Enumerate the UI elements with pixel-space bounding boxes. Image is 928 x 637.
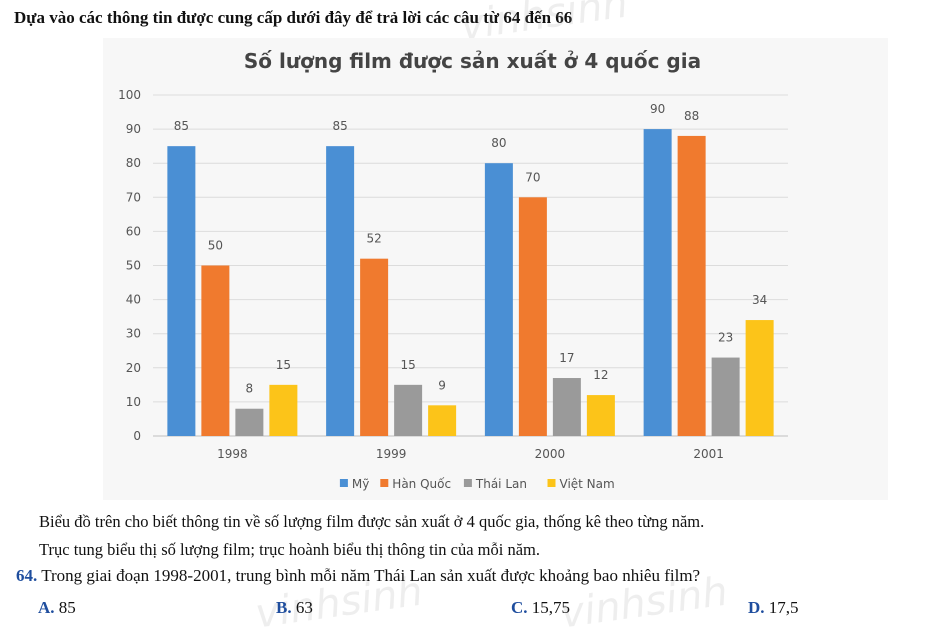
bar xyxy=(677,135,706,437)
y-tick-label: 40 xyxy=(126,293,141,307)
bar xyxy=(745,320,774,436)
question-64: 64. Trong giai đoạn 1998-2001, trung bìn… xyxy=(16,566,700,586)
data-label: 8 xyxy=(246,382,254,396)
answer-d[interactable]: D. 17,5 xyxy=(748,598,799,617)
legend-label: Việt Nam xyxy=(560,477,615,491)
data-label: 88 xyxy=(684,109,699,123)
x-tick-label: 2000 xyxy=(535,447,566,461)
data-label: 12 xyxy=(593,368,608,382)
bar xyxy=(394,384,423,436)
y-tick-label: 80 xyxy=(126,156,141,170)
x-tick-label: 1998 xyxy=(217,447,248,461)
y-tick-label: 70 xyxy=(126,190,141,204)
axis-description: Trục tung biểu thị số lượng film; trục h… xyxy=(39,540,541,559)
legend-swatch xyxy=(463,479,472,487)
legend-swatch xyxy=(380,479,389,487)
answer-a[interactable]: A. 85 xyxy=(38,598,76,617)
data-label: 17 xyxy=(559,351,574,365)
x-tick-label: 1999 xyxy=(376,447,407,461)
data-label: 80 xyxy=(491,136,506,150)
question-text: Trong giai đoạn 1998-2001, trung bình mỗ… xyxy=(37,566,701,585)
answer-c[interactable]: C. 15,75 xyxy=(511,598,571,617)
data-label: 85 xyxy=(174,119,189,133)
x-tick-label: 2001 xyxy=(693,447,724,461)
y-tick-label: 100 xyxy=(118,88,141,102)
bar-chart: Số lượng film được sản xuất ở 4 quốc gia… xyxy=(118,49,788,491)
bar xyxy=(235,408,264,436)
data-label: 15 xyxy=(276,358,291,372)
y-tick-label: 50 xyxy=(126,259,141,273)
bar xyxy=(326,146,355,436)
bar xyxy=(484,163,513,436)
data-label: 85 xyxy=(332,119,347,133)
data-label: 70 xyxy=(525,170,540,184)
data-label: 50 xyxy=(208,239,223,253)
legend-label: Hàn Quốc xyxy=(392,477,451,491)
legend-swatch xyxy=(547,479,556,487)
instruction-heading: Dựa vào các thông tin được cung cấp dưới… xyxy=(14,8,573,27)
data-label: 90 xyxy=(650,102,665,116)
bar xyxy=(711,357,740,436)
bar xyxy=(360,258,389,436)
bar xyxy=(167,146,196,436)
bar xyxy=(201,265,230,436)
y-tick-label: 0 xyxy=(133,429,141,443)
bar xyxy=(428,405,457,436)
bar xyxy=(643,129,672,436)
question-number: 64. xyxy=(16,566,38,585)
chart-panel: Số lượng film được sản xuất ở 4 quốc gia… xyxy=(103,38,888,500)
chart-title: Số lượng film được sản xuất ở 4 quốc gia xyxy=(244,49,701,73)
chart-description: Biểu đồ trên cho biết thông tin về số lư… xyxy=(39,512,705,531)
bar xyxy=(518,197,547,436)
data-label: 15 xyxy=(400,358,415,372)
data-label: 34 xyxy=(752,293,767,307)
answer-b[interactable]: B. 63 xyxy=(276,598,313,617)
bar xyxy=(269,384,298,436)
data-label: 9 xyxy=(438,378,446,392)
y-tick-label: 60 xyxy=(126,224,141,238)
data-label: 23 xyxy=(718,331,733,345)
legend-swatch xyxy=(339,479,348,487)
y-tick-label: 20 xyxy=(126,361,141,375)
legend-label: Mỹ xyxy=(352,477,369,491)
y-tick-label: 90 xyxy=(126,122,141,136)
y-tick-label: 30 xyxy=(126,327,141,341)
bar xyxy=(586,395,615,436)
bar xyxy=(552,378,581,436)
data-label: 52 xyxy=(366,232,381,246)
legend-label: Thái Lan xyxy=(475,477,527,491)
y-tick-label: 10 xyxy=(126,395,141,409)
